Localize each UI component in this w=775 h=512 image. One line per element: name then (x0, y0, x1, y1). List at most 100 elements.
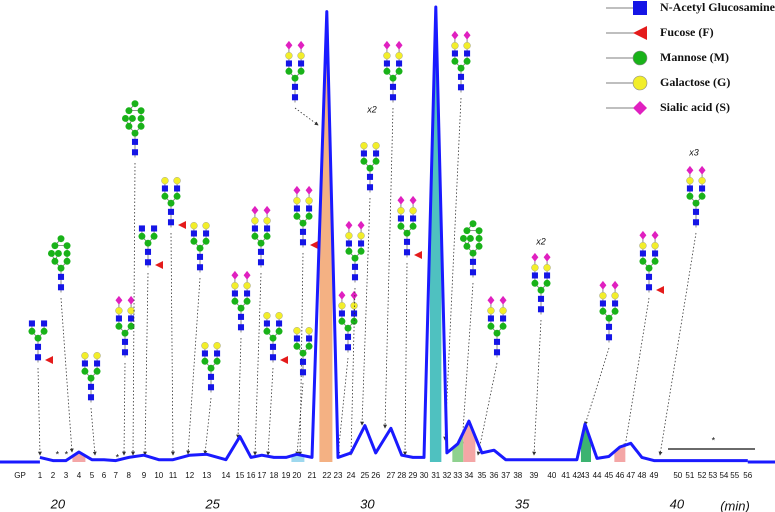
pointer-arrow (460, 282, 474, 446)
legend-symbol (632, 75, 648, 91)
glycan-structure (599, 280, 619, 343)
peak-label: 32 (442, 471, 451, 480)
annotation: x3 (688, 147, 699, 157)
annotation: x2 (535, 236, 546, 246)
peak-label: 52 (698, 471, 707, 480)
peak-label: 18 (269, 471, 278, 480)
peak-label: 56 (743, 471, 752, 480)
pointer-arrow (186, 277, 201, 455)
peak-label: 21 (308, 471, 317, 480)
x-tick-label: 25 (204, 496, 220, 511)
peak-label: 12 (185, 471, 194, 480)
peak-label: 5 (90, 471, 95, 480)
peak-label: 6 (102, 471, 107, 480)
glycan-structure (48, 234, 71, 293)
pointer-arrow (37, 367, 42, 456)
peak-label: 11 (169, 471, 178, 480)
peak-label: 47 (626, 471, 635, 480)
peak-label: 31 (431, 471, 440, 480)
glycan-structure (201, 341, 221, 393)
peak-fill (614, 445, 626, 462)
pointer-arrow (623, 297, 650, 448)
peak-label: 26 (371, 471, 380, 480)
peak-label: 43 (581, 471, 590, 480)
peak-label: 20 (292, 471, 301, 480)
annotation: * (64, 449, 68, 459)
peak-label: 35 (477, 471, 486, 480)
peak-label: 19 (282, 471, 291, 480)
annotation: * (55, 449, 59, 459)
pointer-arrow (170, 232, 175, 456)
pointer-arrow (203, 397, 212, 455)
pointer-arrow (236, 337, 242, 439)
peak-label: 33 (453, 471, 462, 480)
glycan-structure (231, 270, 251, 333)
glycan-structure (686, 165, 706, 228)
peak-label: 7 (114, 471, 119, 480)
peak-label: 34 (464, 471, 473, 480)
pointer-arrow (532, 319, 542, 456)
pointer-arrow (360, 197, 371, 426)
peak-label: 9 (142, 471, 147, 480)
peak-label: 40 (547, 471, 556, 480)
pointer-arrow (298, 252, 304, 456)
glycan-structure (251, 205, 271, 268)
legend-label: Sialic acid (S) (660, 100, 730, 114)
x-tick-label: 20 (50, 496, 66, 511)
peak-fill (429, 7, 442, 462)
x-axis-label: (min) (720, 498, 750, 512)
glycan-structure (360, 141, 380, 193)
x-tick-label: 35 (515, 496, 530, 511)
peak-label: 50 (673, 471, 682, 480)
peak-label: 2 (51, 471, 56, 480)
legend-label: Mannose (M) (660, 50, 729, 64)
gp-label: GP (14, 471, 26, 480)
glycan-structure (161, 176, 181, 228)
peak-label: 41 (561, 471, 570, 480)
peak-label: 36 (490, 471, 499, 480)
peak-label: 13 (202, 471, 211, 480)
pointer-arrow (403, 262, 408, 456)
pointer-arrow (294, 107, 319, 126)
glycan-structure (345, 220, 365, 283)
fucose-mark (414, 251, 422, 259)
glycan-structure (122, 99, 145, 158)
peak-label: 8 (127, 471, 132, 480)
pointer-arrow (383, 107, 394, 429)
glycan-structure (487, 295, 507, 358)
legend-label: Fucose (F) (660, 25, 714, 39)
pointer-arrow (476, 362, 498, 456)
peak-label: 14 (221, 471, 230, 480)
pointer-arrow (295, 382, 304, 456)
pointer-arrow (253, 272, 262, 456)
legend-label: N-Acetyl Glucosamine (N) (660, 0, 775, 14)
peak-label: 27 (386, 471, 395, 480)
fucose-mark (155, 261, 163, 269)
peak-label: 38 (513, 471, 522, 480)
fucose-mark (656, 286, 664, 294)
peak-label: 55 (730, 471, 739, 480)
peak-label: 37 (501, 471, 510, 480)
glycan-structure (190, 221, 210, 273)
glycan-structure (397, 195, 417, 258)
glycan-structure (531, 252, 551, 315)
glycan-structure (451, 30, 471, 93)
pointer-arrow (266, 367, 274, 456)
x-tick-label: 40 (670, 496, 685, 511)
pointer-arrow (90, 407, 97, 456)
legend-label: Galactose (G) (660, 75, 730, 89)
peak-label: 29 (408, 471, 417, 480)
pointer-arrow (584, 347, 610, 426)
peak-label: 53 (708, 471, 717, 480)
peak-label: 23 (334, 471, 343, 480)
peak-label: 45 (604, 471, 613, 480)
pointer-arrow (143, 272, 149, 456)
glycan-structure (639, 230, 659, 293)
fucose-mark (310, 241, 318, 249)
peak-label: 25 (360, 471, 369, 480)
pointer-arrow (336, 357, 349, 456)
pointer-arrow (122, 362, 127, 456)
glycan-structure (338, 290, 358, 353)
glycan-structure (460, 219, 483, 278)
